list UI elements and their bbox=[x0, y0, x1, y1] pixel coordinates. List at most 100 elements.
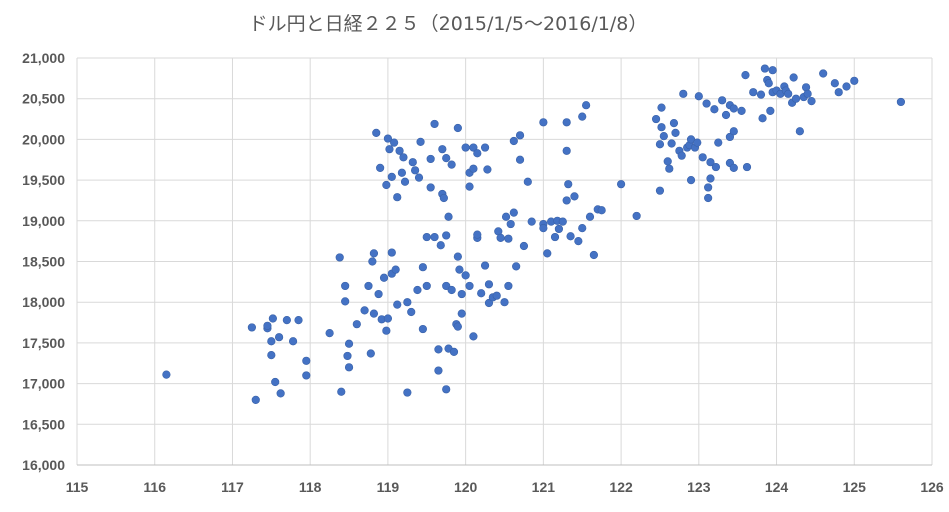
data-point bbox=[550, 232, 560, 242]
data-point bbox=[729, 104, 738, 113]
data-point bbox=[366, 349, 375, 358]
data-point bbox=[442, 231, 451, 240]
data-point bbox=[447, 160, 456, 169]
data-point bbox=[710, 105, 719, 114]
data-point bbox=[274, 333, 284, 342]
data-point bbox=[706, 158, 715, 167]
y-tick-label: 17,500 bbox=[22, 335, 65, 351]
data-point bbox=[791, 94, 801, 103]
data-point bbox=[711, 162, 721, 172]
data-point bbox=[469, 164, 478, 173]
data-point bbox=[496, 233, 505, 242]
data-point bbox=[558, 217, 567, 226]
data-point bbox=[282, 316, 291, 325]
data-point bbox=[395, 146, 404, 155]
data-point bbox=[457, 289, 466, 299]
data-point bbox=[434, 345, 443, 354]
data-point bbox=[416, 137, 425, 146]
data-point bbox=[449, 347, 459, 356]
data-point bbox=[704, 193, 713, 203]
data-point bbox=[360, 306, 369, 315]
data-point bbox=[764, 79, 773, 88]
data-point bbox=[369, 309, 379, 318]
data-point bbox=[393, 300, 402, 309]
data-point bbox=[657, 123, 666, 132]
x-tick-label: 118 bbox=[299, 479, 322, 495]
data-point bbox=[414, 173, 424, 182]
data-point bbox=[383, 314, 393, 323]
data-point bbox=[589, 250, 598, 260]
data-point bbox=[795, 127, 804, 136]
data-point bbox=[461, 271, 470, 280]
data-point bbox=[721, 110, 731, 120]
x-tick-label: 119 bbox=[377, 479, 400, 495]
data-point bbox=[288, 337, 298, 346]
y-tick-label: 16,500 bbox=[22, 416, 65, 432]
data-point bbox=[758, 114, 767, 123]
data-point bbox=[444, 212, 453, 221]
data-point bbox=[325, 329, 334, 338]
data-point bbox=[343, 351, 352, 361]
data-point bbox=[714, 138, 723, 147]
data-point bbox=[385, 145, 394, 154]
x-tick-label: 124 bbox=[765, 479, 789, 495]
data-point bbox=[512, 262, 521, 271]
data-point bbox=[397, 168, 407, 177]
data-point bbox=[616, 180, 626, 189]
data-point bbox=[501, 212, 511, 221]
data-point bbox=[742, 162, 752, 172]
data-point bbox=[663, 157, 672, 166]
data-point bbox=[453, 322, 462, 331]
data-point bbox=[539, 224, 548, 233]
data-point bbox=[766, 106, 775, 116]
data-point bbox=[737, 106, 746, 116]
data-point bbox=[382, 326, 391, 335]
data-point bbox=[391, 265, 400, 274]
y-axis-tick-labels: 16,000 16,500 17,000 17,500 18,000 18,500 19,0… bbox=[22, 50, 65, 473]
y-tick-label: 18,000 bbox=[22, 294, 65, 310]
data-point bbox=[387, 248, 396, 257]
data-point bbox=[364, 281, 373, 291]
data-point bbox=[399, 153, 408, 162]
data-point bbox=[263, 321, 272, 330]
data-point bbox=[390, 138, 399, 147]
x-tick-label: 126 bbox=[920, 479, 944, 495]
data-point bbox=[819, 69, 828, 78]
data-point bbox=[302, 371, 311, 380]
data-point bbox=[492, 291, 501, 300]
data-point bbox=[276, 389, 285, 398]
data-point bbox=[434, 366, 443, 375]
gridlines bbox=[76, 57, 933, 465]
data-point bbox=[671, 128, 680, 137]
data-point bbox=[789, 73, 798, 82]
data-point bbox=[686, 176, 696, 185]
data-point bbox=[527, 217, 536, 226]
data-point bbox=[484, 280, 494, 289]
data-point bbox=[268, 314, 277, 323]
data-point bbox=[509, 208, 518, 217]
data-point bbox=[570, 192, 579, 201]
data-point bbox=[267, 337, 276, 346]
data-point bbox=[749, 88, 758, 97]
data-point bbox=[393, 193, 402, 202]
data-point bbox=[374, 289, 383, 299]
data-point bbox=[585, 212, 595, 221]
data-point bbox=[657, 103, 666, 112]
data-point bbox=[655, 186, 665, 195]
data-point bbox=[418, 263, 427, 272]
data-point bbox=[597, 206, 606, 215]
data-point bbox=[504, 281, 513, 291]
data-point bbox=[483, 165, 492, 174]
data-point bbox=[383, 134, 393, 143]
data-point bbox=[465, 281, 474, 291]
data-point bbox=[729, 127, 738, 136]
data-point bbox=[506, 219, 515, 229]
y-tick-label: 18,500 bbox=[22, 254, 65, 270]
data-point bbox=[341, 281, 350, 291]
data-point bbox=[438, 145, 447, 154]
data-point bbox=[344, 339, 354, 348]
data-point bbox=[807, 97, 816, 106]
data-point bbox=[543, 249, 552, 258]
data-point bbox=[500, 298, 509, 307]
data-point bbox=[582, 101, 591, 110]
